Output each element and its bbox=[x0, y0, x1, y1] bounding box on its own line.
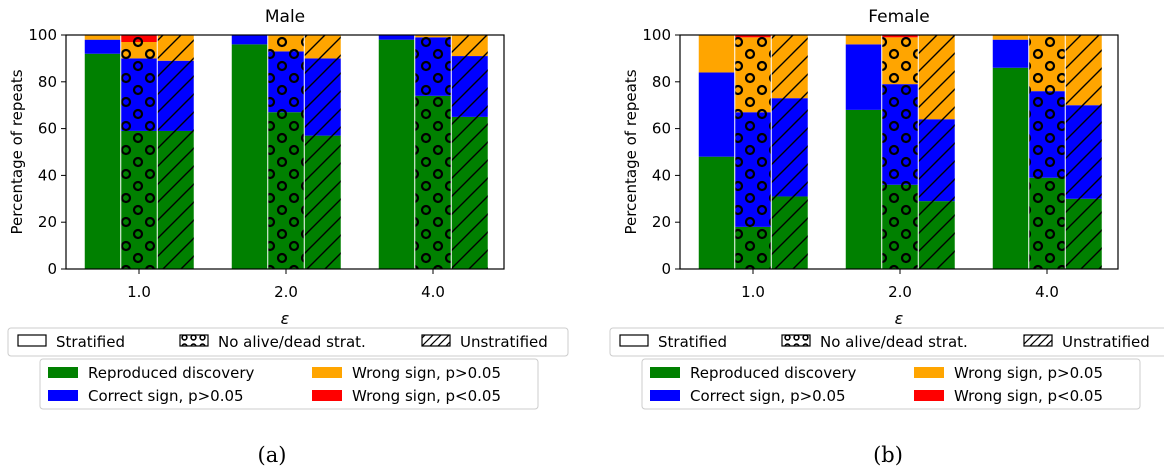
legend-label-correct-sign-ns: Correct sign, p>0.05 bbox=[690, 387, 846, 405]
legend-label-correct-sign-ns: Correct sign, p>0.05 bbox=[88, 387, 244, 405]
y-tick-label: 60 bbox=[38, 120, 57, 138]
y-tick-label: 0 bbox=[47, 260, 57, 278]
y-tick-label: 0 bbox=[661, 260, 671, 278]
plot-frame bbox=[679, 34, 1119, 270]
x-axis-label: ε bbox=[895, 309, 904, 328]
x-tick-label: 1.0 bbox=[741, 283, 765, 301]
y-tick-label: 100 bbox=[28, 26, 57, 44]
bar-hatch-unstratified-eps-1.0 bbox=[771, 35, 808, 269]
legend-label-stratified: Stratified bbox=[56, 333, 125, 351]
legend-swatch-correct-sign-ns bbox=[48, 390, 78, 401]
legend-label-wrong-sign-ns: Wrong sign, p>0.05 bbox=[352, 364, 501, 382]
bar-segment-reproduced-stratified-eps-2.0 bbox=[231, 44, 268, 269]
legend-label-unstratified: Unstratified bbox=[1062, 333, 1150, 351]
bar-segment-correct-sign-ns-stratified-eps-4.0 bbox=[378, 35, 415, 40]
bar-hatch-no-alive-dead-eps-4.0 bbox=[1028, 35, 1066, 269]
x-tick-label: 1.0 bbox=[127, 283, 151, 301]
bar-segment-correct-sign-ns-stratified-eps-2.0 bbox=[231, 35, 268, 45]
bar-hatch-unstratified-eps-2.0 bbox=[304, 35, 341, 269]
chart-panel-male: 1.0 2.0 4.0 0 20 40 60 80 100 Male Percentage of r… bbox=[7, 7, 569, 467]
color-legend: Reproduced discovery Correct sign, p>0.05… bbox=[641, 358, 1141, 410]
legend-swatch-wrong-sign-s bbox=[914, 390, 944, 401]
y-tick-label: 80 bbox=[652, 73, 671, 91]
bar-hatch-no-alive-dead-eps-1.0 bbox=[120, 35, 158, 269]
y-tick-label: 40 bbox=[38, 166, 57, 184]
legend-swatch-stratified bbox=[619, 334, 649, 347]
legend-swatch-wrong-sign-s bbox=[312, 390, 342, 401]
legend-swatch-wrong-sign-ns bbox=[914, 367, 944, 378]
x-axis-label: ε bbox=[281, 309, 290, 328]
subfigure-caption: (b) bbox=[873, 443, 903, 467]
bar-segment-correct-sign-ns-stratified-eps-2.0 bbox=[845, 44, 882, 110]
bar-segment-reproduced-stratified-eps-1.0 bbox=[84, 53, 121, 269]
y-tick-label: 20 bbox=[652, 213, 671, 231]
legend-swatch-reproduced bbox=[650, 367, 680, 378]
bar-segment-correct-sign-ns-stratified-eps-4.0 bbox=[992, 39, 1029, 68]
legend-swatch-no-alive-dead bbox=[781, 334, 811, 347]
legend-swatch-stratified bbox=[17, 334, 47, 347]
y-axis-label: Percentage of repeats bbox=[8, 69, 26, 234]
plot-frame bbox=[65, 34, 505, 270]
y-axis-label: Percentage of repeats bbox=[622, 69, 640, 234]
legend-label-unstratified: Unstratified bbox=[460, 333, 548, 351]
legend-box bbox=[641, 358, 1141, 410]
bar-hatch-unstratified-eps-4.0 bbox=[451, 35, 488, 269]
y-tick-label: 20 bbox=[38, 213, 57, 231]
bar-hatch-no-alive-dead-eps-1.0 bbox=[734, 35, 772, 269]
x-tick-label: 2.0 bbox=[888, 283, 912, 301]
bar-hatch-unstratified-eps-4.0 bbox=[1065, 35, 1102, 269]
chart-panel-female: 1.0 2.0 4.0 0 20 40 60 80 100 Female Percentage of… bbox=[609, 7, 1164, 467]
bar-hatch-unstratified-eps-1.0 bbox=[157, 35, 194, 269]
legend-label-no-alive-dead: No alive/dead strat. bbox=[218, 333, 366, 351]
bar-segment-reproduced-stratified-eps-1.0 bbox=[698, 156, 735, 269]
legend-swatch-unstratified bbox=[421, 334, 451, 347]
x-tick-label: 4.0 bbox=[1035, 283, 1059, 301]
y-tick-label: 40 bbox=[652, 166, 671, 184]
subfigure-caption: (a) bbox=[258, 443, 287, 467]
y-tick-label: 60 bbox=[652, 120, 671, 138]
bar-segment-reproduced-stratified-eps-2.0 bbox=[845, 109, 882, 269]
chart-title: Female bbox=[868, 7, 929, 27]
legend-label-reproduced: Reproduced discovery bbox=[88, 364, 255, 382]
bar-segment-wrong-sign-ns-stratified-eps-1.0 bbox=[84, 35, 121, 40]
hatch-legend: Stratified No alive/dead strat. Unstratifi… bbox=[609, 327, 1164, 357]
bar-segment-reproduced-stratified-eps-4.0 bbox=[992, 67, 1029, 269]
legend-label-reproduced: Reproduced discovery bbox=[690, 364, 857, 382]
bar-segment-reproduced-stratified-eps-4.0 bbox=[378, 39, 415, 270]
legend-label-no-alive-dead: No alive/dead strat. bbox=[820, 333, 968, 351]
legend-swatch-no-alive-dead bbox=[179, 334, 209, 347]
x-tick-label: 2.0 bbox=[274, 283, 298, 301]
legend-swatch-unstratified bbox=[1023, 334, 1053, 347]
x-tick-label: 4.0 bbox=[421, 283, 445, 301]
bar-hatch-no-alive-dead-eps-2.0 bbox=[881, 35, 919, 269]
chart-title: Male bbox=[265, 7, 305, 27]
bar-segment-wrong-sign-ns-stratified-eps-4.0 bbox=[992, 35, 1029, 40]
bar-hatch-no-alive-dead-eps-2.0 bbox=[267, 35, 305, 269]
y-tick-label: 80 bbox=[38, 73, 57, 91]
legend-label-wrong-sign-s: Wrong sign, p<0.05 bbox=[954, 387, 1103, 405]
bar-hatch-no-alive-dead-eps-4.0 bbox=[414, 35, 452, 269]
legend-label-wrong-sign-ns: Wrong sign, p>0.05 bbox=[954, 364, 1103, 382]
bar-segment-correct-sign-ns-stratified-eps-1.0 bbox=[698, 72, 735, 157]
hatch-legend: Stratified No alive/dead strat. Unstratifi… bbox=[7, 327, 569, 357]
bar-segment-wrong-sign-ns-stratified-eps-2.0 bbox=[845, 35, 882, 45]
legend-swatch-reproduced bbox=[48, 367, 78, 378]
bar-segment-correct-sign-ns-stratified-eps-1.0 bbox=[84, 39, 121, 54]
y-tick-label: 100 bbox=[642, 26, 671, 44]
legend-box bbox=[39, 358, 539, 410]
color-legend: Reproduced discovery Correct sign, p>0.05… bbox=[39, 358, 539, 410]
bar-segment-wrong-sign-ns-stratified-eps-1.0 bbox=[698, 35, 735, 73]
legend-label-stratified: Stratified bbox=[658, 333, 727, 351]
legend-label-wrong-sign-s: Wrong sign, p<0.05 bbox=[352, 387, 501, 405]
legend-swatch-wrong-sign-ns bbox=[312, 367, 342, 378]
bar-hatch-unstratified-eps-2.0 bbox=[918, 35, 955, 269]
legend-swatch-correct-sign-ns bbox=[650, 390, 680, 401]
